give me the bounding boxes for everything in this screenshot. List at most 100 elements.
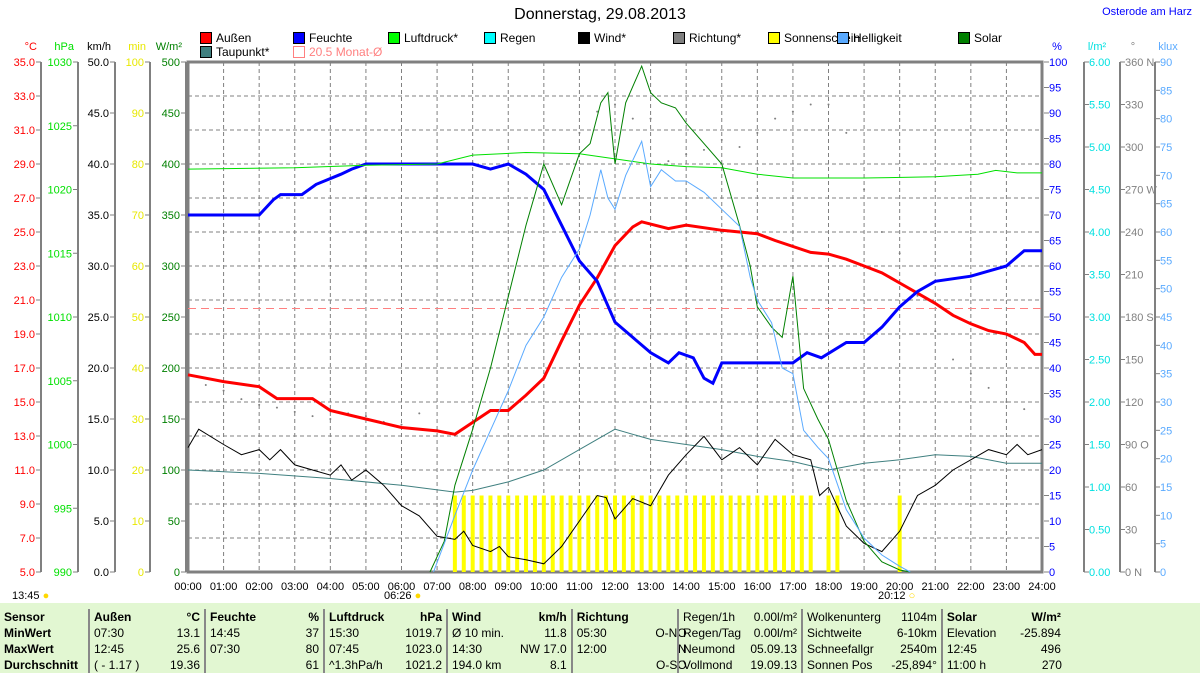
- sunshine-bar: [799, 495, 804, 572]
- sunshine-bar: [808, 495, 813, 572]
- y-tick-label: 40: [132, 363, 144, 375]
- table-cell: 12:00: [570, 641, 633, 657]
- y-tick-label: 6.00: [1089, 57, 1110, 69]
- series-line-helligkeit: [433, 139, 911, 573]
- table-cell: 13.1: [176, 626, 200, 640]
- direction-point: [791, 110, 794, 113]
- table-cell: 12:45: [940, 641, 1009, 657]
- legend-item: 20.5 Monat-Ø: [293, 45, 382, 59]
- x-tick-label: 24:00: [1028, 581, 1056, 593]
- y-tick-label: 25: [1160, 425, 1172, 437]
- legend-item: Außen: [200, 31, 251, 45]
- y-tick-label: 1020: [48, 185, 72, 197]
- series-line-luftdruck: [187, 151, 1042, 179]
- y-tick-label: 23.0: [14, 261, 35, 273]
- direction-point: [1023, 408, 1026, 411]
- y-tick-label: 30.0: [88, 261, 109, 273]
- direction-point: [685, 153, 688, 156]
- legend-item: Solar: [958, 31, 1002, 45]
- legend-swatch: [578, 32, 590, 44]
- legend-label: Luftdruck*: [404, 31, 459, 45]
- y-tick-label: 5.0: [20, 567, 35, 579]
- header-feuchte-unit: %: [308, 610, 319, 624]
- y-tick-label: 150: [162, 414, 180, 426]
- table-cell: -25,894°: [891, 658, 937, 672]
- y-tick-label: 0.50: [1089, 525, 1110, 537]
- legend-swatch: [388, 32, 400, 44]
- sunset-icon: ○: [908, 590, 916, 602]
- y-tick-label: 20: [1049, 465, 1061, 477]
- y-tick-label: 990: [54, 567, 72, 579]
- y-tick-label: 7.0: [20, 533, 35, 545]
- chart-canvas: 00:00 01:00 02:00 03:00 04:00 05:00 06:00 07:00…: [14, 41, 1179, 593]
- x-tick-label: 16:00: [744, 581, 772, 593]
- y-tick-label: 30: [132, 414, 144, 426]
- sunshine-bar: [586, 495, 591, 572]
- y-tick-label: 50.0: [88, 57, 109, 69]
- y-tick-label: 60: [1125, 482, 1137, 494]
- sunshine-bar: [470, 495, 475, 572]
- y-tick-label: 30: [1160, 397, 1172, 409]
- y-tick-label: 27.0: [14, 193, 35, 205]
- axis-unit-label: °: [1131, 41, 1135, 53]
- y-tick-label: 150: [1125, 355, 1143, 367]
- y-tick-label: 1005: [48, 376, 72, 388]
- y-tick-label: 1000: [48, 440, 72, 452]
- y-tick-label: 70: [1160, 170, 1172, 182]
- table-cell: 1021.2: [405, 658, 442, 672]
- sunshine-bar: [577, 495, 582, 572]
- y-tick-label: 0 N: [1125, 567, 1142, 579]
- y-tick-label: 35: [1049, 389, 1061, 401]
- legend-swatch: [837, 32, 849, 44]
- table-cell: Elevation: [940, 625, 1009, 641]
- legend-swatch: [484, 32, 496, 44]
- y-tick-label: 20.0: [88, 363, 109, 375]
- table-cell: 07:30: [204, 641, 264, 657]
- y-tick-label: 240: [1125, 227, 1143, 239]
- direction-point: [916, 294, 919, 297]
- table-cell: -25.894: [1020, 626, 1061, 640]
- legend-label: Solar: [974, 31, 1003, 45]
- direction-point: [738, 146, 741, 148]
- table-cell: 496: [1040, 642, 1061, 656]
- sunshine-bar: [604, 495, 609, 572]
- y-tick-label: 15: [1160, 482, 1172, 494]
- header-luftdruck-unit: hPa: [419, 610, 442, 624]
- direction-point: [400, 423, 403, 426]
- y-tick-label: 65: [1160, 199, 1172, 211]
- table-row: Regen/1h 0.00l/m² Wolkenunterg 1104m Solar W/…: [676, 609, 1066, 625]
- table-row: Vollmond 19.09.13 Sonnen Pos -25,894° 11:00 …: [676, 657, 1066, 673]
- y-tick-label: 5.50: [1089, 100, 1110, 112]
- table-cell: 2540m: [900, 642, 937, 656]
- header-aussen: Außen: [88, 609, 148, 625]
- y-tick-label: 20: [132, 465, 144, 477]
- axis-unit-label: %: [1052, 41, 1062, 53]
- y-tick-label: 360 N: [1125, 57, 1154, 69]
- x-tick-label: 03:00: [281, 581, 309, 593]
- y-tick-label: 120: [1125, 397, 1143, 409]
- sunshine-bar: [621, 495, 626, 572]
- table-cell: W/m²: [1031, 610, 1061, 624]
- y-tick-label: 9.0: [20, 499, 35, 511]
- x-tick-label: 05:00: [352, 581, 380, 593]
- axis-unit-label: km/h: [87, 41, 111, 53]
- direction-point: [329, 418, 332, 420]
- stats-body: MinWert 07:30 13.1 14:45 37 15:30 1019.7 Ø 10 m…: [0, 625, 691, 673]
- direction-point: [187, 378, 189, 381]
- sunshine-bar: [461, 495, 466, 572]
- y-tick-label: 40: [1049, 363, 1061, 375]
- sunshine-bar: [755, 495, 760, 572]
- table-cell: 14:30: [446, 641, 516, 657]
- direction-point: [987, 386, 990, 389]
- direction-point: [240, 398, 243, 401]
- series-line-auen: [187, 220, 1042, 436]
- legend-item: Wind*: [578, 31, 626, 45]
- sunshine-bar: [675, 495, 680, 572]
- table-cell: [204, 657, 264, 673]
- table-cell: 270: [1041, 658, 1062, 672]
- table-cell: 1104m: [901, 610, 937, 624]
- x-tick-label: 17:00: [779, 581, 807, 593]
- direction-point: [702, 148, 705, 151]
- y-tick-label: 180 S: [1125, 312, 1154, 324]
- y-tick-label: 35: [1160, 369, 1172, 381]
